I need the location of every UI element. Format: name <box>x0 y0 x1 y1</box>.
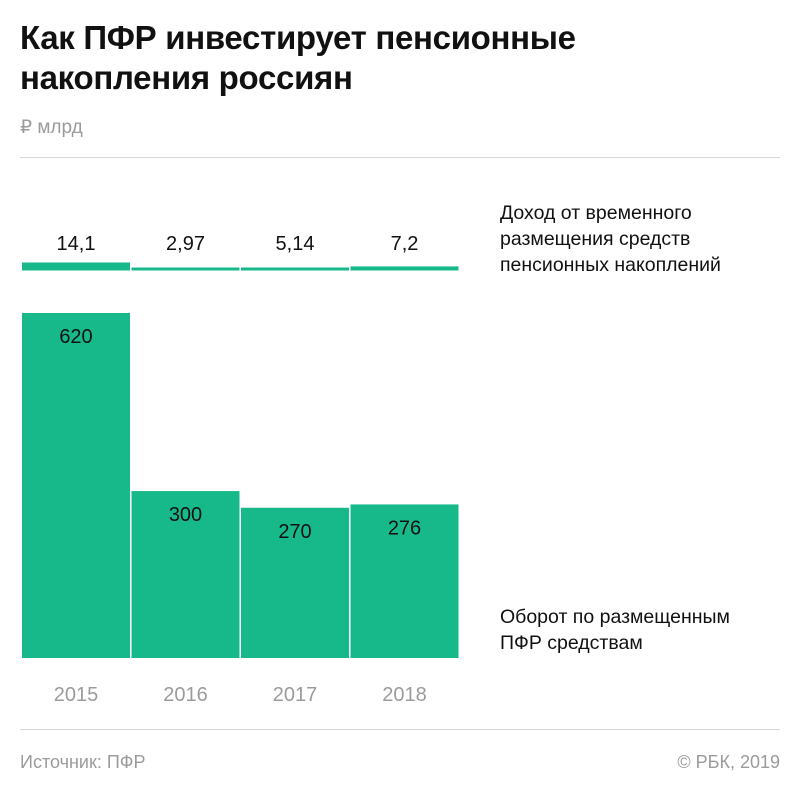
x-tick-2017: 2017 <box>273 684 318 706</box>
x-tick-2016: 2016 <box>163 684 208 706</box>
turnover-bar-2017 <box>241 507 349 658</box>
legend-income-line-1: Доход от временного <box>500 202 692 224</box>
income-bar-2015 <box>22 262 130 271</box>
legend-income: Доход от временного размещения средств п… <box>500 200 790 278</box>
chart-title: Как ПФР инвестирует пенсионные накоплени… <box>20 18 760 98</box>
x-tick-2015: 2015 <box>54 684 99 706</box>
turnover-bar-2016 <box>131 491 240 658</box>
top-divider <box>20 157 780 158</box>
turnover-label-2016: 300 <box>169 504 202 526</box>
legend-income-line-2: размещения средств <box>500 228 691 250</box>
income-label-2015: 14,1 <box>57 233 96 255</box>
income-bar-2018 <box>350 266 459 271</box>
turnover-label-2017: 270 <box>278 521 311 543</box>
copyright-note: © РБК, 2019 <box>677 752 780 772</box>
turnover-bar-2018 <box>350 504 459 658</box>
income-label-2016: 2,97 <box>166 233 205 255</box>
x-tick-2018: 2018 <box>382 684 427 706</box>
legend-income-line-3: пенсионных накоплений <box>500 254 721 276</box>
income-label-2017: 5,14 <box>276 233 315 255</box>
turnover-bar-2015 <box>22 313 130 658</box>
legend-turnover: Оборот по размещенным ПФР средствам <box>500 604 790 656</box>
income-label-2018: 7,2 <box>391 233 419 255</box>
bottom-divider <box>20 729 780 730</box>
income-bar-2016 <box>131 267 240 271</box>
legend-turnover-line-2: ПФР средствам <box>500 632 643 654</box>
turnover-label-2018: 276 <box>388 517 421 539</box>
source-note: Источник: ПФР <box>20 752 146 772</box>
units-label: ₽ млрд <box>20 117 83 138</box>
title-line-2: накопления россиян <box>20 59 353 96</box>
turnover-label-2015: 620 <box>59 326 92 348</box>
title-line-1: Как ПФР инвестирует пенсионные <box>20 19 576 56</box>
income-bar-2017 <box>241 267 349 271</box>
legend-turnover-line-1: Оборот по размещенным <box>500 606 730 628</box>
